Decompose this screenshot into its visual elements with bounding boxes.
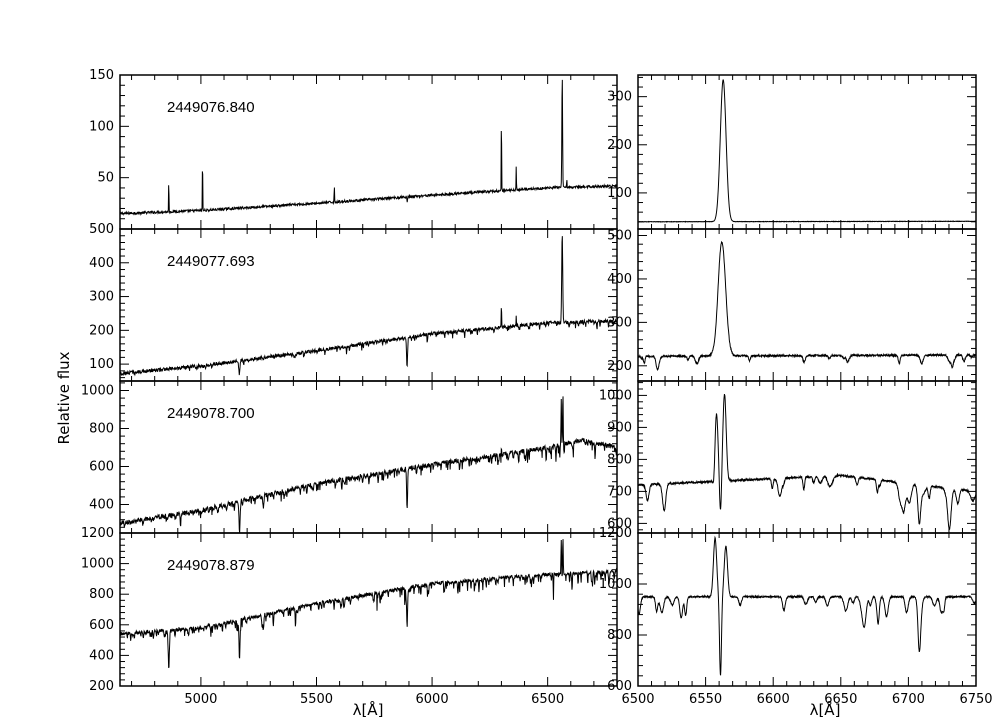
y-tick-label-zoom-2: 300 bbox=[607, 315, 632, 330]
panel-full-4: 200 400 600 800 1000 1200 5000 5500 6000 6500 2449… bbox=[81, 526, 618, 707]
y-tick-label-full-2: 200 bbox=[89, 323, 114, 338]
y-axis-label: Relative flux bbox=[55, 351, 73, 444]
y-tick-label-full-3: 800 bbox=[89, 422, 114, 437]
panel-zoom-3: 600 700 800 900 1000 bbox=[599, 380, 977, 534]
spectrum-line-zoom-4 bbox=[637, 535, 977, 676]
y-tick-label-zoom-4: 1200 bbox=[599, 526, 632, 541]
panel-frame-full-2 bbox=[119, 228, 618, 382]
x-tick-label-full-4: 5500 bbox=[300, 692, 333, 707]
y-tick-label-zoom-3: 700 bbox=[607, 484, 632, 499]
panel-frame-full-4 bbox=[119, 532, 618, 687]
panel-zoom-1: 100 200 300 bbox=[607, 74, 977, 230]
y-tick-label-full-2: 400 bbox=[89, 256, 114, 271]
x-tick-label-zoom-4: 6500 bbox=[621, 692, 654, 707]
spectrum-line-zoom-3 bbox=[637, 393, 977, 531]
y-tick-label-full-2: 100 bbox=[89, 357, 114, 372]
y-tick-label-zoom-1: 300 bbox=[607, 90, 632, 105]
y-tick-label-zoom-3: 900 bbox=[607, 420, 632, 435]
y-tick-label-full-1: 50 bbox=[97, 171, 114, 186]
panels: 50 100 150 2449076.840 100 200 300 400 500 244907… bbox=[81, 68, 993, 707]
y-tick-label-full-4: 800 bbox=[89, 587, 114, 602]
y-tick-label-zoom-2: 200 bbox=[607, 359, 632, 374]
y-tick-label-zoom-4: 800 bbox=[607, 628, 632, 643]
y-tick-label-full-4: 600 bbox=[89, 618, 114, 633]
date-annotation-full-2: 2449077.693 bbox=[167, 253, 255, 270]
y-tick-label-full-1: 150 bbox=[89, 68, 114, 83]
y-tick-label-zoom-2: 400 bbox=[607, 272, 632, 287]
panel-zoom-2: 200 300 400 500 bbox=[607, 228, 977, 382]
panel-zoom-4: 600 800 1000 1200 6500 6550 6600 6650 6700 6750 bbox=[599, 526, 993, 707]
x-tick-label-zoom-4: 6750 bbox=[959, 692, 992, 707]
y-tick-label-full-1: 100 bbox=[89, 119, 114, 134]
y-tick-label-zoom-4: 1000 bbox=[599, 577, 632, 592]
date-annotation-full-1: 2449076.840 bbox=[167, 99, 255, 116]
x-tick-label-full-4: 5000 bbox=[184, 692, 217, 707]
y-tick-label-full-3: 1000 bbox=[81, 384, 114, 399]
panel-frame-zoom-3 bbox=[637, 380, 977, 534]
x-tick-label-zoom-4: 6600 bbox=[757, 692, 790, 707]
y-tick-label-full-4: 1200 bbox=[81, 526, 114, 541]
spectrum-line-zoom-1 bbox=[637, 79, 977, 223]
x-axis-label-right: λ[Å] bbox=[810, 700, 841, 719]
panel-full-1: 50 100 150 2449076.840 bbox=[89, 68, 618, 230]
date-annotation-full-3: 2449078.700 bbox=[167, 405, 255, 422]
spectrum-line-full-4 bbox=[119, 539, 618, 669]
y-tick-label-full-4: 1000 bbox=[81, 557, 114, 572]
y-tick-label-full-4: 400 bbox=[89, 648, 114, 663]
panel-frame-zoom-1 bbox=[637, 74, 977, 230]
x-tick-label-zoom-4: 6650 bbox=[824, 692, 857, 707]
x-tick-label-full-4: 6500 bbox=[531, 692, 564, 707]
y-tick-label-zoom-4: 600 bbox=[607, 679, 632, 694]
y-tick-label-zoom-3: 600 bbox=[607, 516, 632, 531]
y-tick-label-zoom-3: 800 bbox=[607, 452, 632, 467]
panel-frame-zoom-4 bbox=[637, 532, 977, 687]
x-axis-label-left: λ[Å] bbox=[353, 700, 384, 719]
x-tick-label-zoom-4: 6550 bbox=[689, 692, 722, 707]
y-tick-label-full-2: 500 bbox=[89, 222, 114, 237]
y-tick-label-full-3: 600 bbox=[89, 460, 114, 475]
y-tick-label-zoom-1: 200 bbox=[607, 138, 632, 153]
spectrum-line-full-2 bbox=[119, 236, 618, 377]
panel-full-2: 100 200 300 400 500 2449077.693 bbox=[89, 222, 618, 382]
panel-full-3: 400 600 800 1000 2449078.700 bbox=[81, 380, 618, 534]
y-tick-label-zoom-1: 100 bbox=[607, 186, 632, 201]
y-tick-label-full-2: 300 bbox=[89, 290, 114, 305]
spectrum-line-full-3 bbox=[119, 396, 618, 533]
y-tick-label-zoom-3: 1000 bbox=[599, 388, 632, 403]
y-tick-label-full-4: 200 bbox=[89, 679, 114, 694]
y-tick-label-zoom-2: 500 bbox=[607, 229, 632, 244]
date-annotation-full-4: 2449078.879 bbox=[167, 557, 255, 574]
spectrum-line-full-1 bbox=[119, 79, 618, 216]
spectrum-line-zoom-2 bbox=[637, 240, 977, 371]
x-tick-label-zoom-4: 6700 bbox=[892, 692, 925, 707]
y-tick-label-full-3: 400 bbox=[89, 498, 114, 513]
x-tick-label-full-4: 6000 bbox=[416, 692, 449, 707]
